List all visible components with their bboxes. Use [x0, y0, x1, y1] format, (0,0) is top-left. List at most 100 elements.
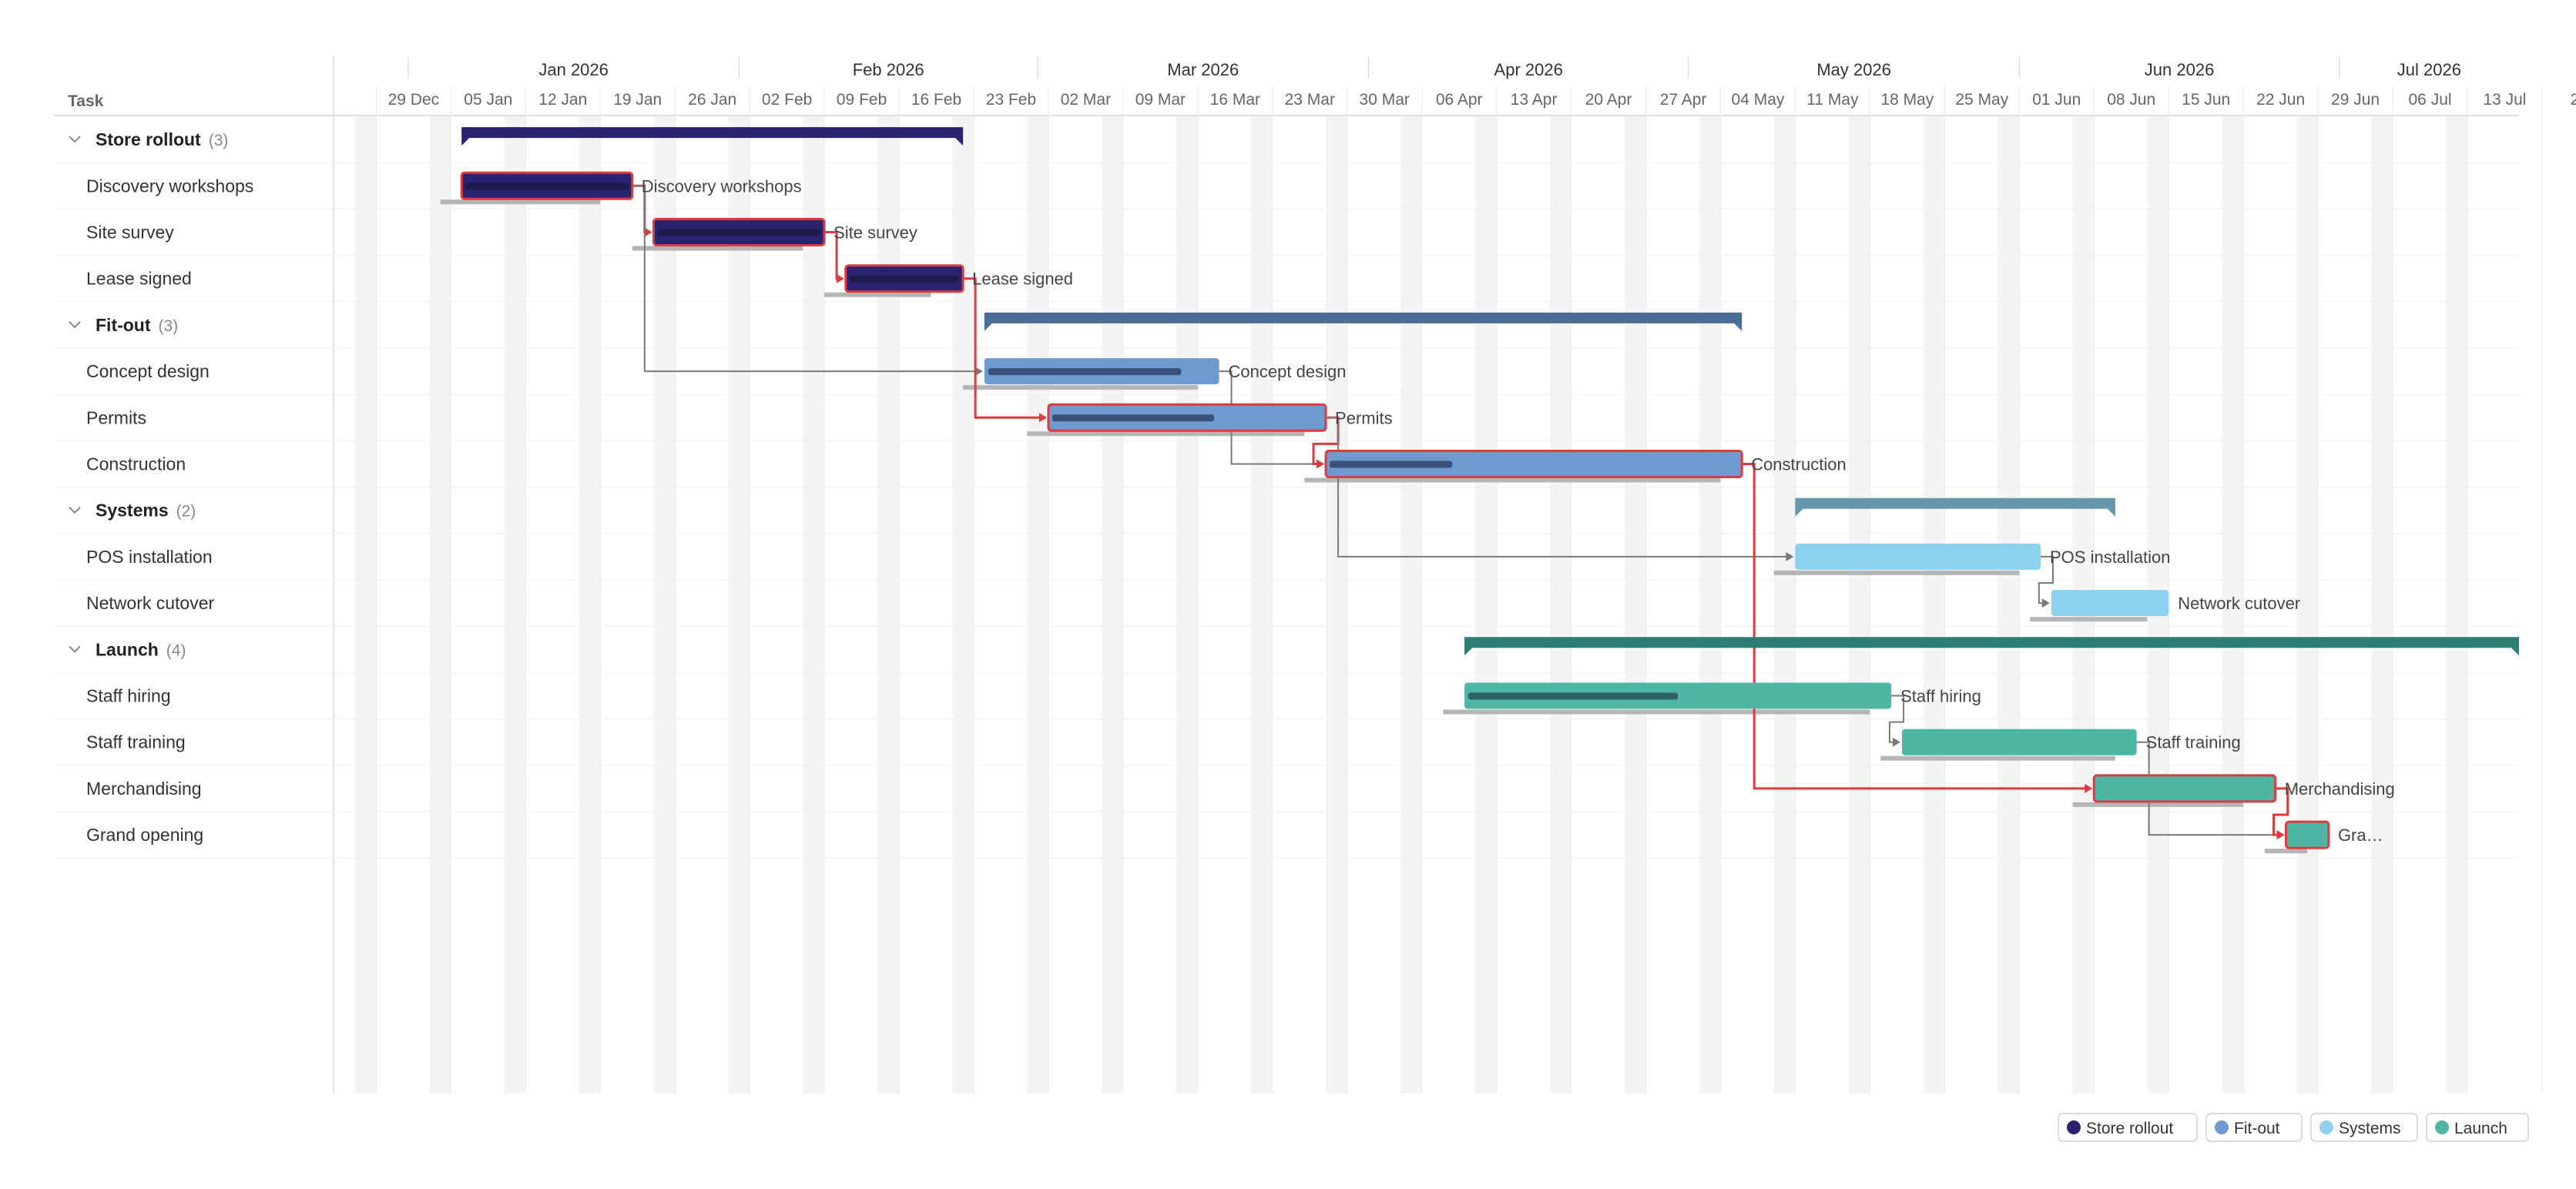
weekend-column: [1848, 116, 1870, 1094]
dependency-arrow: [1038, 413, 1047, 423]
dependency-line: [963, 277, 1045, 419]
dependency-arrow: [1317, 459, 1325, 469]
week-label: 13 Apr: [1511, 91, 1558, 109]
weekend-column: [2371, 116, 2393, 1094]
week-label: 09 Feb: [837, 91, 887, 109]
summary-bar-fit-out: [984, 312, 1742, 331]
week-label: 23 Mar: [1285, 91, 1335, 109]
group-label-launch: Launch: [96, 639, 159, 659]
month-label: May 2026: [1816, 60, 1891, 79]
baseline-layer: [440, 199, 2308, 854]
dependency-line: [2038, 555, 2054, 605]
group-count-launch: (4): [166, 641, 186, 659]
task-list: Store rollout (3) Discovery workshops Site …: [69, 129, 253, 845]
weekend-column: [952, 116, 974, 1094]
bar-label-construction: Construction: [1751, 455, 1846, 474]
week-label: 04 May: [1732, 91, 1785, 109]
dependency-line: [2272, 787, 2289, 836]
week-label: 25 May: [1955, 91, 2008, 109]
dependency-line: [1742, 463, 2091, 790]
bar-label-hiring: Staff hiring: [1900, 687, 1981, 706]
month-label: Feb 2026: [853, 60, 924, 79]
progress-bar: [1468, 692, 1679, 700]
bar-label-lease: Lease signed: [972, 270, 1073, 289]
group-count-systems: (2): [176, 503, 196, 521]
weekend-column: [1997, 116, 2020, 1094]
weekend-column: [2446, 116, 2467, 1094]
baseline-bar: [440, 199, 601, 205]
legend-swatch: [2215, 1120, 2229, 1134]
weekend-column: [1474, 116, 1497, 1094]
weekend-column: [1773, 116, 1796, 1094]
legend: Launch Systems Fit-out Store rollout: [2058, 1113, 2529, 1142]
month-label: Jun 2026: [2145, 60, 2215, 79]
week-label: 11 May: [1806, 91, 1859, 109]
week-label: 20: [2571, 91, 2576, 109]
dependency-arrow: [974, 367, 983, 377]
dependency-arrow: [1786, 551, 1794, 561]
week-label: 01 Jun: [2032, 91, 2081, 109]
week-label: 02 Mar: [1061, 91, 1111, 109]
week-label: 06 Apr: [1436, 91, 1483, 109]
chevron-down-icon: [69, 645, 81, 653]
dependency-line: [632, 185, 981, 373]
weekend-column: [1102, 116, 1123, 1094]
summary-bar-launch: [1464, 637, 2519, 656]
dependency-line: [1888, 695, 1905, 743]
chevron-down-icon: [69, 506, 81, 514]
task-label-lease: Lease signed: [86, 269, 192, 289]
week-label: 09 Mar: [1135, 91, 1186, 109]
week-label: 16 Feb: [911, 91, 961, 109]
dependency-arrow: [644, 227, 652, 237]
week-label: 23 Feb: [986, 91, 1036, 109]
group-count-store-rollout: (3): [209, 132, 229, 149]
timeline-header: Task Jan 2026 Feb 2026 Mar 2026 Apr 2026 May…: [68, 60, 2576, 110]
baseline-bar: [1443, 709, 1870, 715]
baseline-bar: [963, 385, 1198, 390]
task-label-site-survey: Site survey: [86, 223, 174, 243]
task-column-header: Task: [68, 92, 104, 110]
progress-bar: [1330, 461, 1453, 468]
bar-label-permits: Permits: [1335, 408, 1393, 427]
legend-label: Fit-out: [2234, 1120, 2280, 1137]
weekend-column: [2296, 116, 2319, 1094]
baseline-bar: [2264, 849, 2308, 854]
dependency-arrow: [2041, 598, 2050, 608]
bar-label-pos: POS installation: [2050, 548, 2171, 567]
week-label: 20 Apr: [1585, 91, 1632, 109]
month-label: Jul 2026: [2397, 60, 2461, 79]
weekend-column: [354, 116, 377, 1094]
baseline-bar: [1773, 570, 2020, 575]
dependencies-layer: [632, 184, 2289, 840]
weekend-column: [877, 116, 900, 1094]
dependency-arrow: [1892, 737, 1900, 747]
legend-item: [2426, 1113, 2529, 1142]
week-label: 22 Jun: [2256, 91, 2305, 109]
weekend-column: [504, 116, 526, 1094]
task-label-grand-opening: Grand opening: [86, 825, 203, 845]
dependency-line: [1326, 417, 1793, 558]
weekend-column: [1176, 116, 1198, 1094]
baseline-bar: [632, 246, 803, 251]
weekend-column: [653, 116, 676, 1094]
weekend-column: [1400, 116, 1422, 1094]
group-label-systems: Systems: [96, 501, 169, 521]
group-count-fit-out: (3): [159, 317, 179, 335]
progress-bar: [657, 229, 821, 236]
baseline-bar: [1027, 431, 1305, 437]
week-label: 02 Feb: [762, 91, 812, 109]
week-label: 27 Apr: [1660, 91, 1707, 109]
task-label-pos: POS installation: [86, 547, 213, 567]
weekend-column: [728, 116, 750, 1094]
month-label: Mar 2026: [1167, 60, 1239, 79]
legend-item: [2058, 1113, 2198, 1142]
month-label: Jan 2026: [538, 60, 609, 79]
weekend-column: [1251, 116, 1273, 1094]
week-label: 16 Mar: [1210, 91, 1260, 109]
weekend-column: [803, 116, 825, 1094]
legend-label: Store rollout: [2086, 1120, 2173, 1137]
legend-label: Systems: [2339, 1120, 2401, 1137]
weekend-column: [429, 116, 451, 1094]
week-label: 06 Jul: [2409, 91, 2452, 109]
week-label: 15 Jun: [2182, 91, 2230, 109]
